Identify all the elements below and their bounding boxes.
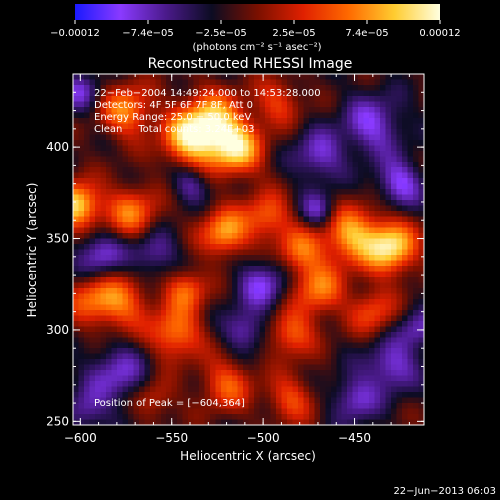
y-tick-label: 350 [46, 232, 69, 246]
x-tick-label: −600 [64, 431, 97, 445]
chart-title: Reconstructed RHESSI Image [148, 56, 353, 72]
annotation-clean: Clean Total counts: 3.24E+03 [94, 124, 254, 135]
colorbar-tick-label: −7.4e−05 [122, 28, 174, 39]
x-axis-ticks: −600 −550 −500 −450 [64, 74, 410, 445]
footer-date: 22−Jun−2013 06:03 [393, 486, 496, 497]
colorbar-tick-label: 7.4e−05 [345, 28, 388, 39]
colorbar-gradient [75, 4, 440, 20]
x-tick-label: −450 [338, 431, 371, 445]
image-plot: 22−Feb−2004 14:49:24.000 to 14:53:28.000… [46, 73, 425, 445]
heatmap-image [73, 74, 424, 425]
x-tick-label: −550 [155, 431, 188, 445]
colorbar-tick-label: 2.5e−05 [272, 28, 315, 39]
y-tick-label: 300 [46, 323, 69, 337]
y-axis-ticks: 250 300 350 400 [46, 73, 424, 428]
colorbar-ticks [74, 20, 441, 24]
x-tick-label: −500 [247, 431, 280, 445]
colorbar-tick-label: 0.00012 [419, 28, 460, 39]
x-axis-label: Heliocentric X (arcsec) [180, 449, 316, 463]
colorbar-tick-label: −0.00012 [50, 28, 100, 39]
annotations: 22−Feb−2004 14:49:24.000 to 14:53:28.000… [94, 88, 321, 409]
colorbar-tick-labels: −0.00012 −7.4e−05 −2.5e−05 2.5e−05 7.4e−05 0.… [50, 28, 461, 39]
plot-frame [72, 73, 425, 426]
colorbar: −0.00012 −7.4e−05 −2.5e−05 2.5e−05 7.4e−05 0.… [50, 4, 461, 53]
colorbar-tick-label: −2.5e−05 [195, 28, 247, 39]
annotation-energy: Energy Range: 25.0 − 50.0 keV [94, 112, 251, 123]
annotation-detectors: Detectors: 4F 5F 6F 7F 8F, Att 0 [94, 100, 253, 111]
y-axis-label: Heliocentric Y (arcsec) [25, 183, 39, 318]
annotation-time: 22−Feb−2004 14:49:24.000 to 14:53:28.000 [94, 88, 321, 99]
y-tick-label: 400 [46, 140, 69, 154]
peak-position-label: Position of Peak = [−604,364] [94, 398, 245, 409]
y-tick-label: 250 [46, 414, 69, 428]
colorbar-unit-label: (photons cm⁻² s⁻¹ asec⁻²) [192, 42, 321, 53]
